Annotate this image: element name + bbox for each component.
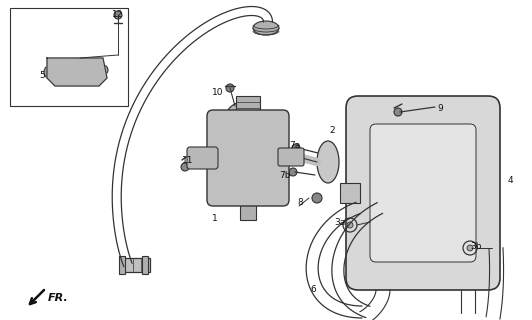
Circle shape — [289, 168, 297, 176]
Bar — [340, 183, 360, 203]
Text: FR.: FR. — [48, 293, 69, 303]
Text: 9: 9 — [437, 103, 443, 113]
Circle shape — [225, 102, 261, 138]
Circle shape — [394, 108, 402, 116]
Polygon shape — [47, 58, 107, 86]
Circle shape — [181, 163, 189, 171]
Bar — [240, 200, 256, 220]
Circle shape — [347, 222, 353, 228]
Bar — [119, 256, 125, 274]
FancyBboxPatch shape — [207, 110, 289, 206]
Ellipse shape — [317, 141, 339, 183]
Text: 7b: 7b — [279, 171, 291, 180]
Text: 8: 8 — [297, 197, 303, 206]
Circle shape — [211, 133, 221, 143]
Circle shape — [47, 68, 55, 76]
Ellipse shape — [253, 21, 279, 35]
FancyBboxPatch shape — [187, 147, 218, 169]
Text: 2: 2 — [329, 125, 335, 134]
Text: 3b: 3b — [470, 242, 482, 251]
Text: 1: 1 — [212, 213, 218, 222]
Text: 11: 11 — [182, 156, 194, 164]
Circle shape — [226, 84, 234, 92]
Bar — [69, 62, 77, 76]
Circle shape — [238, 115, 248, 125]
Ellipse shape — [322, 148, 334, 176]
Circle shape — [44, 65, 58, 79]
FancyBboxPatch shape — [370, 124, 476, 262]
Circle shape — [98, 65, 108, 75]
Bar — [122, 258, 150, 272]
Text: 5: 5 — [39, 70, 45, 79]
Text: 10: 10 — [212, 87, 224, 97]
Circle shape — [292, 144, 300, 152]
Bar — [236, 96, 260, 122]
Text: 12: 12 — [112, 10, 123, 19]
FancyBboxPatch shape — [346, 96, 500, 290]
Bar — [142, 256, 148, 274]
Text: 4: 4 — [507, 175, 513, 185]
Circle shape — [232, 109, 254, 131]
Circle shape — [211, 165, 221, 175]
Text: 6: 6 — [310, 285, 316, 294]
Circle shape — [467, 245, 473, 251]
Circle shape — [312, 193, 322, 203]
Text: 7a: 7a — [289, 140, 301, 149]
Circle shape — [114, 11, 122, 19]
Bar — [57, 62, 65, 76]
Bar — [81, 62, 89, 76]
Bar — [10, 8, 128, 106]
FancyBboxPatch shape — [278, 148, 304, 166]
Text: 3a: 3a — [335, 218, 346, 227]
